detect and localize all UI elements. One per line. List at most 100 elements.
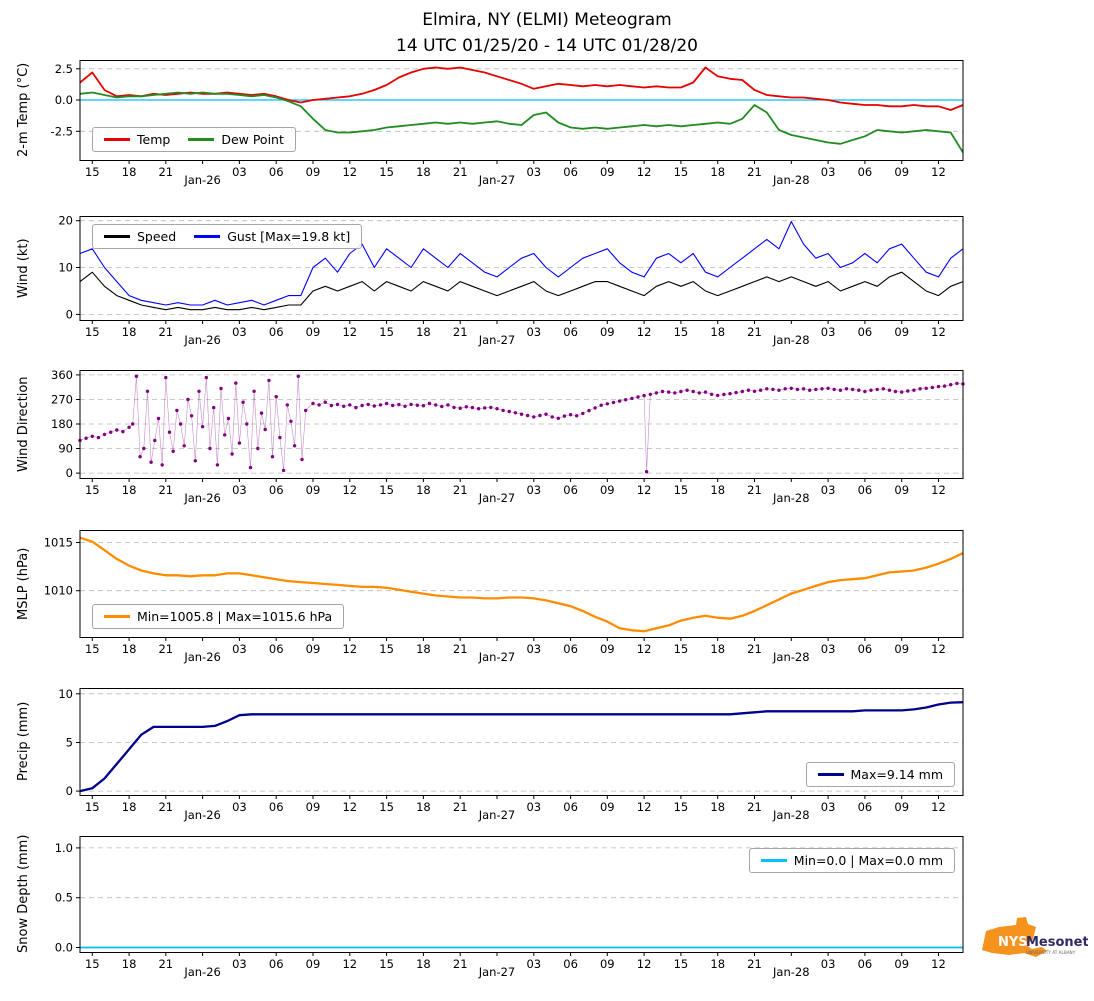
svg-text:03: 03 — [526, 957, 541, 971]
mslp-line-swatch — [104, 615, 130, 618]
svg-text:09: 09 — [600, 165, 615, 179]
svg-text:18: 18 — [416, 800, 431, 814]
legend-label-gust: Gust [Max=19.8 kt] — [227, 229, 351, 244]
svg-text:21: 21 — [747, 800, 762, 814]
svg-text:15: 15 — [674, 957, 689, 971]
svg-text:03: 03 — [821, 165, 836, 179]
legend-temperature: Temp Dew Point — [92, 127, 296, 152]
svg-text:Jan-28: Jan-28 — [772, 650, 810, 664]
svg-text:12: 12 — [931, 165, 946, 179]
legend-label-mslp: Min=1005.8 | Max=1015.6 hPa — [137, 609, 333, 624]
svg-text:18: 18 — [710, 483, 725, 497]
svg-text:21: 21 — [747, 165, 762, 179]
svg-text:1.0: 1.0 — [55, 841, 73, 855]
svg-text:18: 18 — [122, 800, 137, 814]
legend-entry-temp: Temp — [104, 132, 170, 147]
svg-text:12: 12 — [342, 800, 357, 814]
svg-text:270: 270 — [51, 393, 73, 407]
svg-text:09: 09 — [306, 800, 321, 814]
svg-text:12: 12 — [342, 957, 357, 971]
svg-text:06: 06 — [563, 957, 578, 971]
svg-text:15: 15 — [674, 642, 689, 656]
svg-text:Jan-27: Jan-27 — [478, 333, 516, 347]
svg-text:21: 21 — [158, 957, 173, 971]
svg-text:12: 12 — [931, 483, 946, 497]
svg-text:18: 18 — [122, 325, 137, 339]
svg-text:15: 15 — [379, 800, 394, 814]
svg-text:Jan-28: Jan-28 — [772, 173, 810, 187]
svg-text:21: 21 — [453, 642, 468, 656]
svg-text:03: 03 — [232, 483, 247, 497]
panel-snow-depth: Snow Depth (mm) 0.0 0.5 1.0 15 18 21 Jan-26 03 0… — [0, 835, 1094, 982]
svg-text:1010: 1010 — [44, 584, 73, 598]
svg-text:06: 06 — [269, 165, 284, 179]
svg-text:18: 18 — [416, 642, 431, 656]
legend-label-precip: Max=9.14 mm — [850, 767, 943, 782]
svg-text:18: 18 — [122, 957, 137, 971]
svg-text:Jan-26: Jan-26 — [183, 965, 221, 979]
svg-text:18: 18 — [710, 165, 725, 179]
svg-text:06: 06 — [858, 957, 873, 971]
svg-text:12: 12 — [637, 642, 652, 656]
panel-wind: Wind (kt) 0 10 20 15 18 21 Jan-26 03 06 09 12 15 18 2… — [0, 216, 1094, 350]
svg-text:15: 15 — [674, 325, 689, 339]
legend-snow-depth: Min=0.0 | Max=0.0 mm — [748, 848, 955, 873]
chart-title-line1: Elmira, NY (ELMI) Meteogram — [422, 10, 672, 30]
svg-text:03: 03 — [821, 800, 836, 814]
svg-text:21: 21 — [158, 483, 173, 497]
svg-text:0: 0 — [66, 466, 73, 480]
logo-tagline-text: UNIVERSITY AT ALBANY — [1026, 950, 1076, 955]
svg-text:21: 21 — [453, 800, 468, 814]
svg-text:06: 06 — [563, 325, 578, 339]
svg-text:03: 03 — [526, 800, 541, 814]
legend-entry-mslp: Min=1005.8 | Max=1015.6 hPa — [104, 609, 332, 624]
speed-line-swatch — [104, 235, 130, 238]
svg-text:09: 09 — [894, 642, 909, 656]
svg-text:06: 06 — [858, 800, 873, 814]
svg-text:09: 09 — [894, 165, 909, 179]
svg-text:03: 03 — [232, 642, 247, 656]
svg-text:Jan-26: Jan-26 — [183, 333, 221, 347]
svg-text:15: 15 — [674, 483, 689, 497]
svg-text:Jan-27: Jan-27 — [478, 491, 516, 505]
legend-label-temp: Temp — [137, 132, 171, 147]
svg-text:18: 18 — [122, 165, 137, 179]
svg-text:06: 06 — [858, 642, 873, 656]
svg-text:09: 09 — [600, 642, 615, 656]
svg-text:21: 21 — [453, 957, 468, 971]
svg-text:21: 21 — [158, 642, 173, 656]
svg-text:21: 21 — [747, 957, 762, 971]
svg-text:06: 06 — [563, 800, 578, 814]
svg-text:Jan-26: Jan-26 — [183, 173, 221, 187]
snow-line-swatch — [760, 859, 787, 862]
svg-text:15: 15 — [379, 642, 394, 656]
svg-text:12: 12 — [637, 800, 652, 814]
svg-text:0.5: 0.5 — [55, 891, 73, 905]
svg-text:12: 12 — [637, 957, 652, 971]
mslp-plot: 1010 1015 15 18 21 Jan-26 03 06 09 12 15 18 21 Jan-27… — [44, 530, 964, 664]
svg-text:18: 18 — [122, 642, 137, 656]
svg-text:09: 09 — [306, 165, 321, 179]
svg-text:15: 15 — [674, 165, 689, 179]
logo-mesonet-text: Mesonet — [1026, 935, 1088, 950]
svg-text:15: 15 — [85, 325, 100, 339]
svg-text:12: 12 — [342, 325, 357, 339]
panel-precip: Precip (mm) 0 5 10 15 18 21 Jan-26 03 06 09 12 15 18… — [0, 688, 1094, 825]
svg-text:18: 18 — [416, 165, 431, 179]
svg-text:Jan-27: Jan-27 — [478, 650, 516, 664]
svg-text:06: 06 — [563, 642, 578, 656]
svg-text:Jan-27: Jan-27 — [478, 965, 516, 979]
panel-mslp: MSLP (hPa) 1010 1015 15 18 21 Jan-26 03 06 09 12 1… — [0, 530, 1094, 667]
logo-nys-text: NYS — [998, 935, 1028, 950]
svg-text:03: 03 — [526, 642, 541, 656]
svg-text:0.0: 0.0 — [55, 941, 73, 955]
svg-text:Jan-27: Jan-27 — [478, 808, 516, 822]
legend-entry-precip: Max=9.14 mm — [817, 767, 943, 782]
svg-text:Jan-27: Jan-27 — [478, 173, 516, 187]
nys-mesonet-logo: NYS Mesonet UNIVERSITY AT ALBANY — [976, 914, 1089, 978]
svg-text:Jan-28: Jan-28 — [772, 333, 810, 347]
gust-line-swatch — [194, 235, 221, 238]
temperature-plot: -2.5 0.0 2.5 15 18 21 Jan-26 03 06 09 12 15 18 21 Jan-… — [51, 60, 964, 187]
svg-text:15: 15 — [85, 957, 100, 971]
svg-text:03: 03 — [526, 165, 541, 179]
